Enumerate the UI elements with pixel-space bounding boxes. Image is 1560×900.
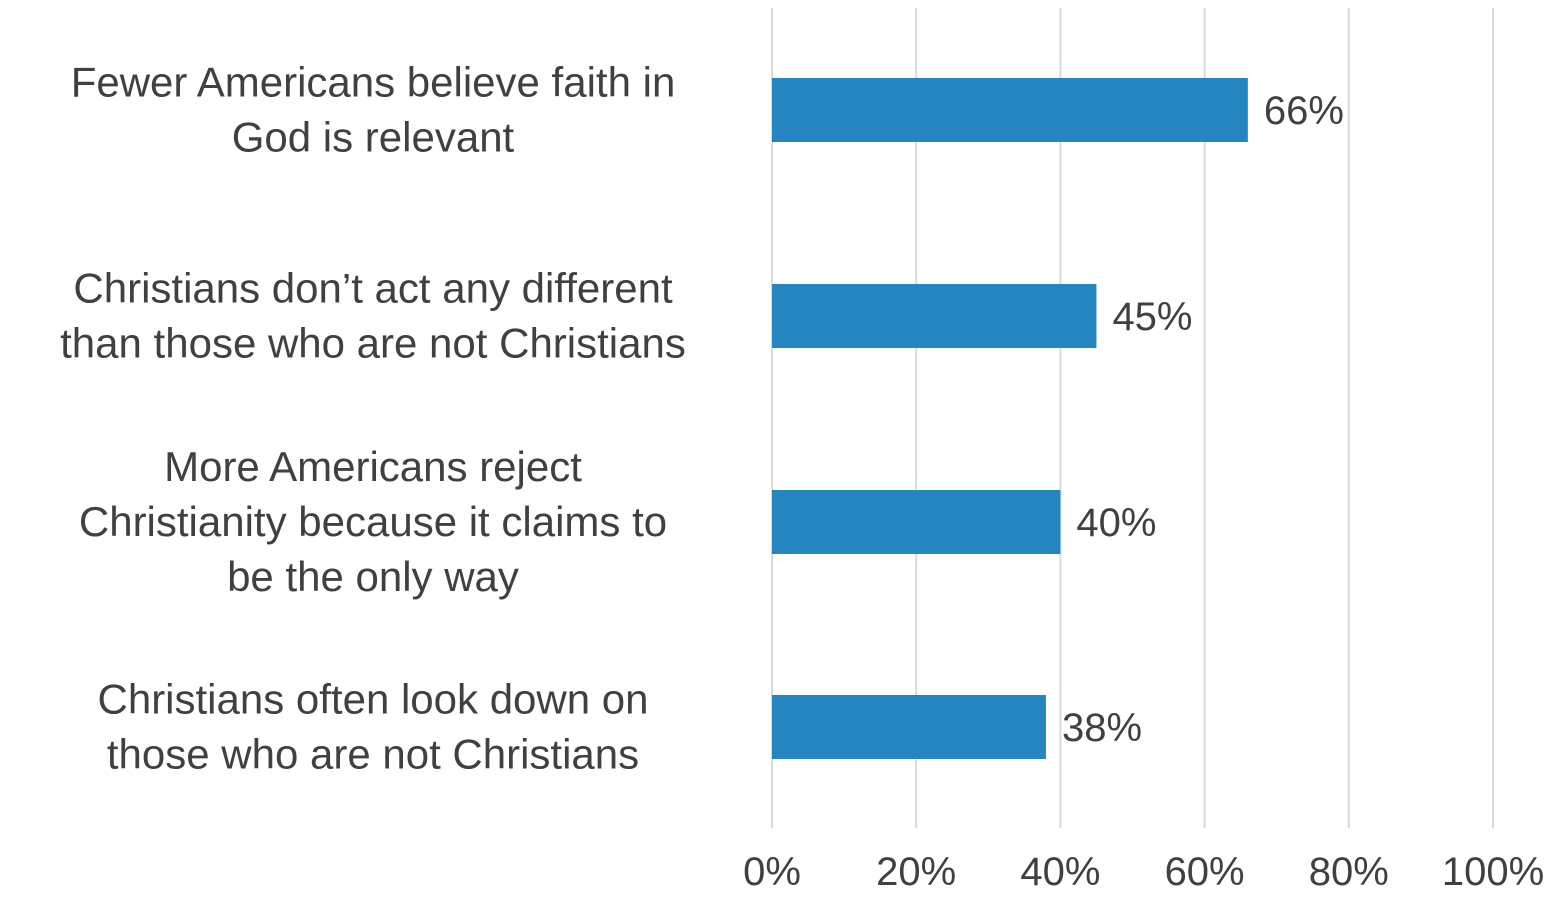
category-label: Fewer Americans believe faith in God is r… [71, 59, 676, 161]
category-label: Christians don’t act any different than t… [60, 265, 686, 367]
category-label: More Americans reject Christianity becaus… [79, 443, 667, 600]
bar [772, 78, 1248, 142]
bar-value-label: 38% [1062, 706, 1142, 750]
category-label: Christians often look down on those who a… [98, 676, 649, 778]
category-label-line: Christians often look down on [98, 676, 649, 723]
x-tick-label: 40% [1020, 850, 1100, 894]
category-label-line: than those who are not Christians [60, 320, 686, 367]
category-label-line: God is relevant [232, 114, 515, 161]
x-tick-label: 100% [1442, 850, 1544, 894]
category-label-line: those who are not Christians [107, 731, 639, 778]
x-tick-label: 80% [1309, 850, 1389, 894]
x-tick-label: 0% [743, 850, 801, 894]
x-tick-label: 60% [1165, 850, 1245, 894]
x-axis-tick-labels: 0% 20% 40% 60% 80% 100% [743, 850, 1544, 894]
bar [772, 695, 1046, 759]
category-labels: Fewer Americans believe faith in God is r… [60, 59, 686, 778]
category-label-line: More Americans reject [164, 443, 582, 490]
x-tick-label: 20% [876, 850, 956, 894]
category-label-line: be the only way [227, 553, 519, 600]
bar-value-label: 40% [1076, 501, 1156, 545]
value-labels: 66% 45% 40% 38% [1062, 89, 1344, 750]
bar-value-label: 66% [1264, 89, 1344, 133]
bar-value-label: 45% [1112, 295, 1192, 339]
bars [772, 78, 1248, 759]
category-label-line: Christians don’t act any different [73, 265, 673, 312]
category-label-line: Christianity because it claims to [79, 498, 667, 545]
category-label-line: Fewer Americans believe faith in [71, 59, 676, 106]
bar [772, 284, 1097, 348]
bar [772, 490, 1061, 554]
gridlines [771, 8, 1494, 828]
